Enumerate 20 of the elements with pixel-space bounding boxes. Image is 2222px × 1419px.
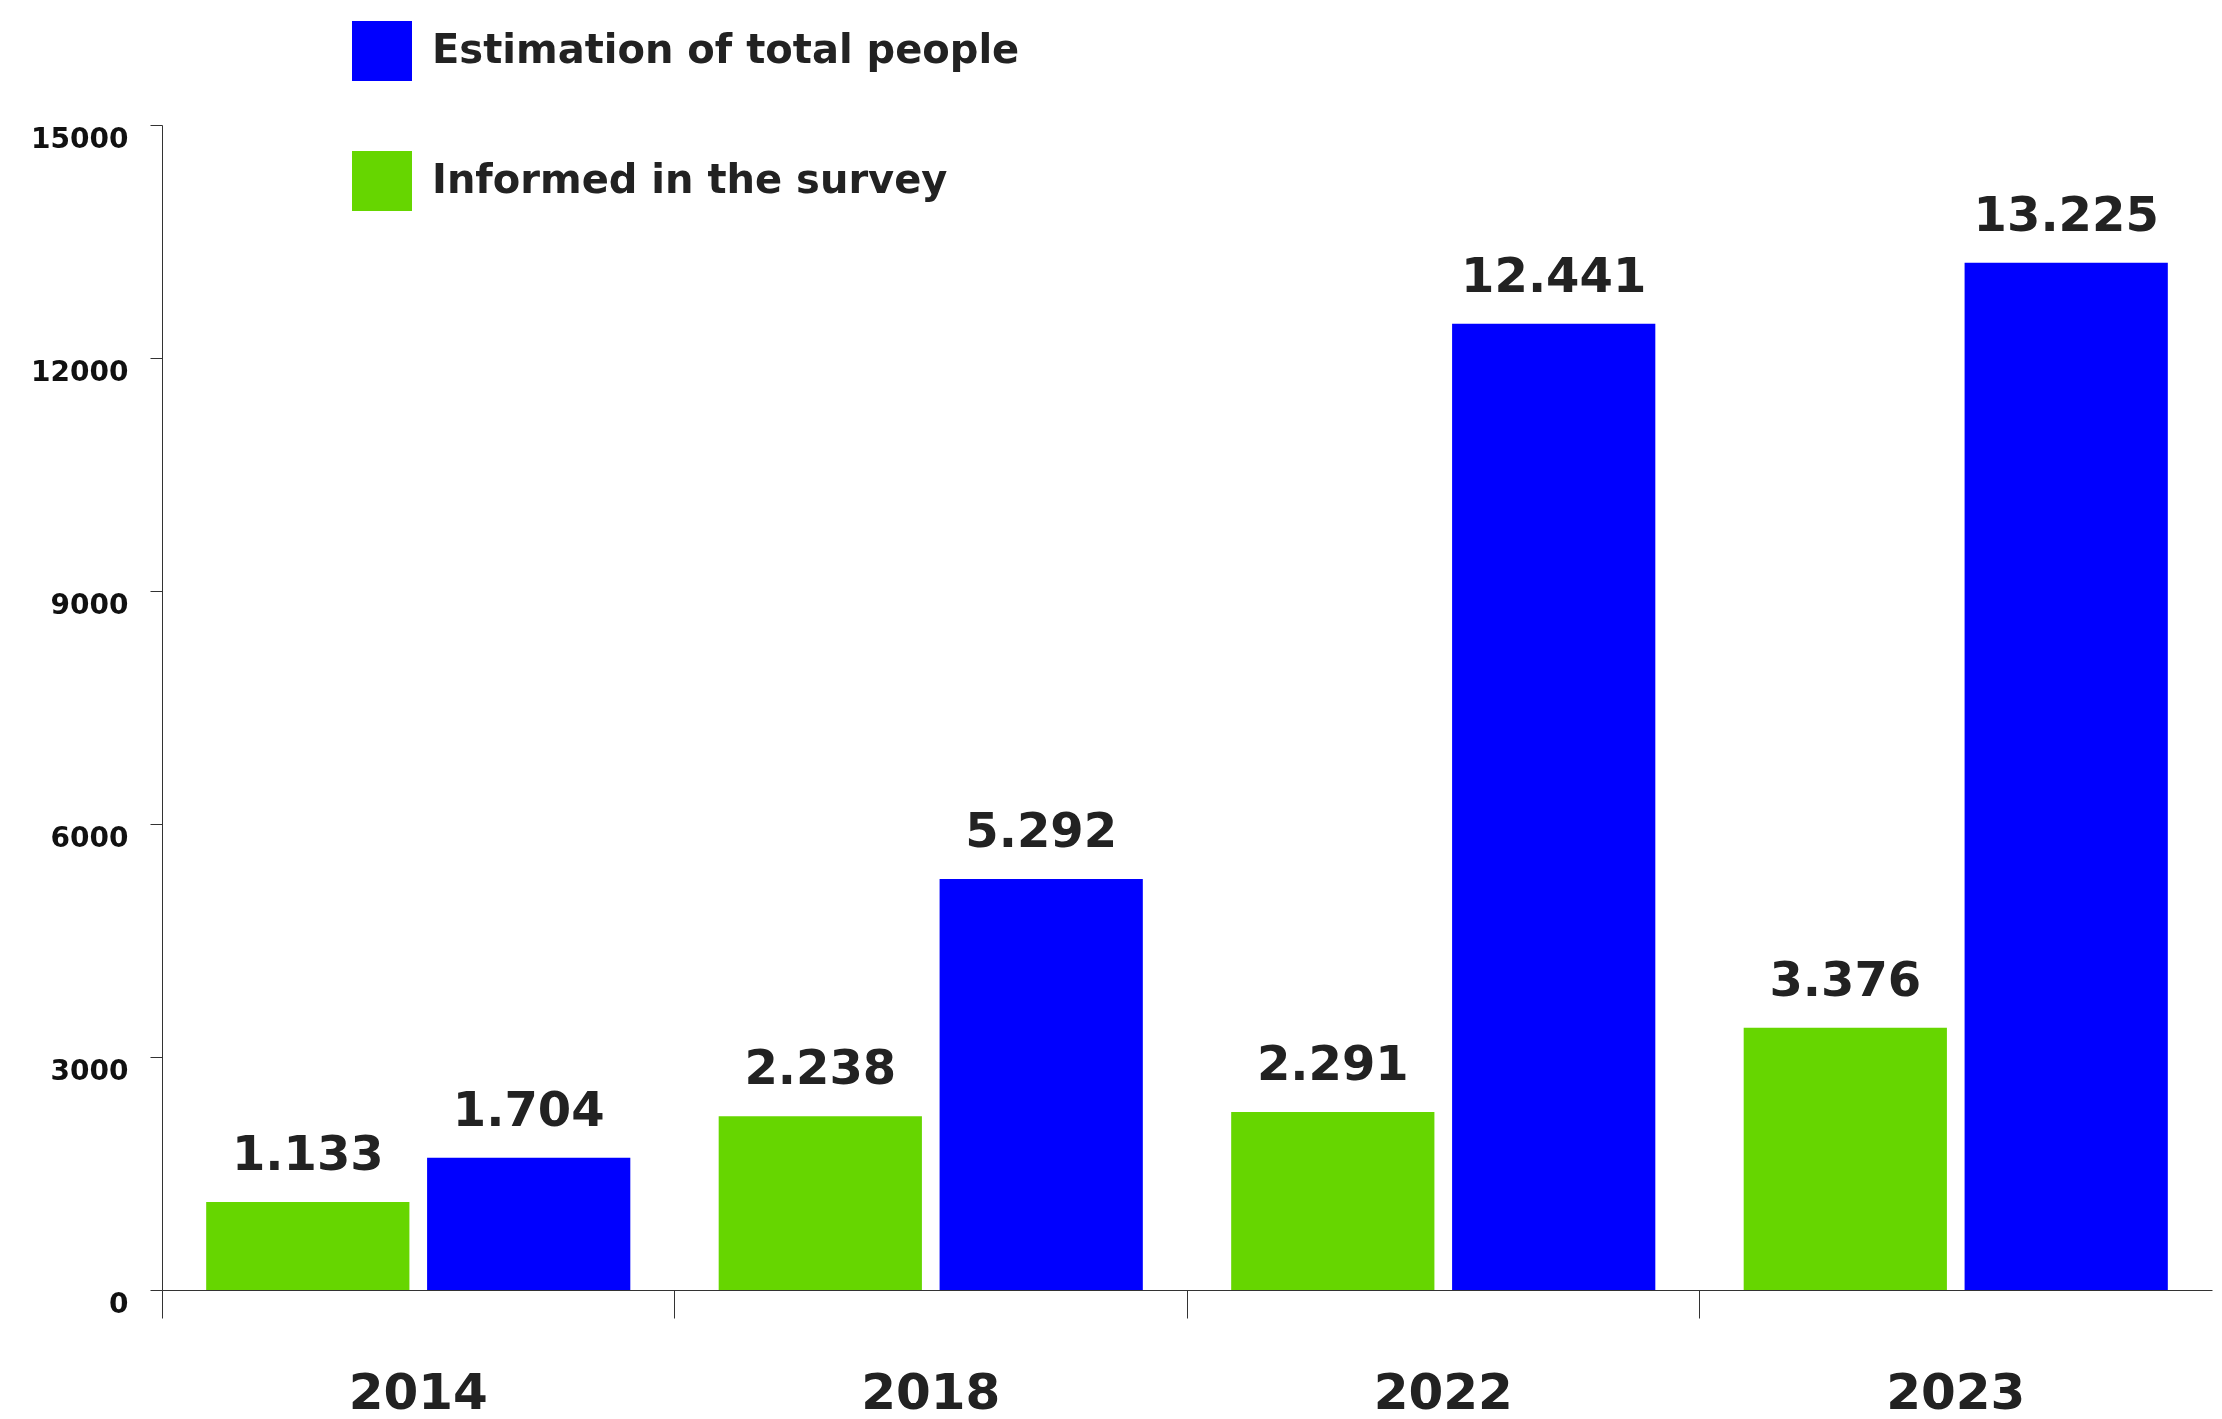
x-tick-label: 2014 — [348, 1362, 488, 1419]
x-tick-label: 2022 — [1373, 1362, 1513, 1419]
y-tick-label: 0 — [109, 1286, 129, 1320]
data-label: 13.225 — [1973, 185, 2159, 242]
y-tick-label: 15000 — [31, 121, 129, 155]
data-label: 12.441 — [1461, 246, 1647, 303]
data-label: 1.704 — [452, 1080, 605, 1137]
data-label: 1.133 — [231, 1125, 384, 1181]
y-tick-label: 12000 — [31, 354, 129, 388]
data-label: 2.238 — [744, 1039, 897, 1096]
y-tick-label: 9000 — [50, 587, 129, 621]
data-label: 2.291 — [1256, 1035, 1409, 1092]
data-label: 3.376 — [1769, 950, 1922, 1007]
x-tick-label: 2018 — [861, 1362, 1001, 1419]
y-tick-label: 3000 — [50, 1053, 129, 1087]
legend-label: Estimation of total people — [432, 26, 1020, 72]
y-tick-label: 6000 — [50, 820, 129, 854]
data-label: 5.292 — [965, 801, 1118, 858]
x-tick-label: 2023 — [1886, 1362, 2026, 1419]
legend-label: Informed in the survey — [432, 156, 948, 202]
